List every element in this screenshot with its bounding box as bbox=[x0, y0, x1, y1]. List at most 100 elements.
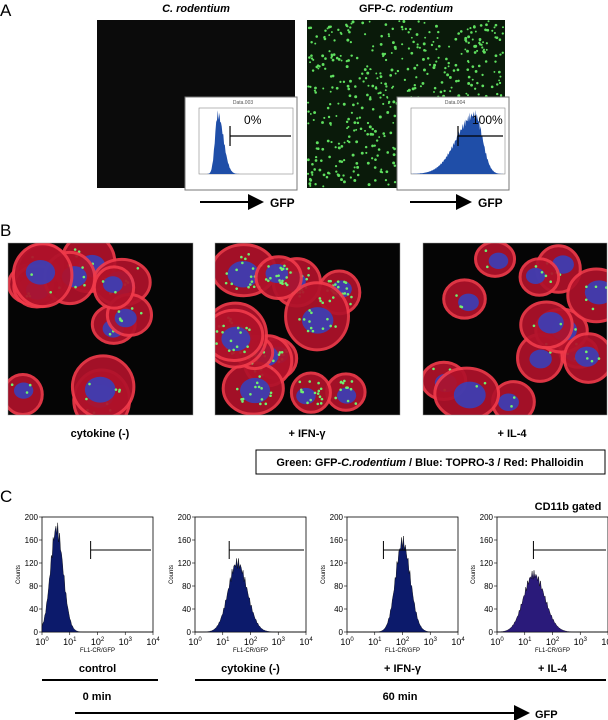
bacterium bbox=[298, 318, 301, 321]
bacterium bbox=[259, 402, 262, 406]
bacterium bbox=[415, 76, 418, 79]
bacterium bbox=[457, 79, 460, 83]
tick-base: 10 bbox=[91, 637, 101, 647]
bacterium bbox=[605, 286, 607, 289]
bacterium bbox=[258, 375, 261, 378]
bacterium bbox=[383, 52, 387, 56]
bacterium bbox=[493, 32, 496, 35]
tick-exponent: 1 bbox=[73, 637, 77, 643]
bacterium bbox=[393, 164, 397, 167]
y-tick-label: 200 bbox=[480, 513, 494, 522]
bacterium bbox=[373, 144, 376, 147]
bacterium bbox=[74, 285, 77, 289]
bacterium bbox=[426, 57, 430, 60]
bacterium bbox=[457, 32, 460, 35]
bacterium bbox=[114, 388, 118, 391]
bacterium bbox=[277, 274, 280, 277]
bacterium bbox=[359, 127, 363, 131]
tick-base: 10 bbox=[272, 637, 282, 647]
bacterium bbox=[289, 271, 292, 274]
bacterium bbox=[355, 140, 359, 144]
bacterium bbox=[437, 30, 440, 34]
bacterium bbox=[493, 70, 496, 73]
bacterium bbox=[363, 68, 367, 71]
bacterium bbox=[308, 380, 312, 383]
bacterium bbox=[392, 121, 395, 124]
bacterium bbox=[366, 65, 369, 68]
bacterium bbox=[490, 85, 494, 89]
bacterium bbox=[424, 49, 427, 52]
bacterium bbox=[407, 88, 411, 92]
y-tick-label: 120 bbox=[330, 559, 344, 568]
bacterium bbox=[466, 94, 469, 97]
bacterium bbox=[225, 272, 229, 275]
bacterium bbox=[330, 140, 333, 144]
bacterium bbox=[447, 61, 450, 65]
bacterium bbox=[347, 87, 351, 91]
tick-base: 10 bbox=[299, 637, 309, 647]
bacterium bbox=[139, 311, 143, 315]
caption: cytokine (-) bbox=[221, 663, 280, 675]
bacterium bbox=[459, 30, 463, 33]
bacterium bbox=[350, 380, 354, 383]
bacterium bbox=[494, 60, 497, 63]
bacterium bbox=[347, 135, 351, 138]
bacterium bbox=[315, 35, 318, 38]
bacterium bbox=[232, 348, 235, 352]
bacterium bbox=[482, 50, 485, 53]
bacterium bbox=[307, 122, 310, 125]
bacterium bbox=[498, 70, 501, 74]
bacterium bbox=[298, 380, 302, 384]
bacterium bbox=[349, 302, 352, 306]
bacterium bbox=[436, 36, 439, 39]
bacterium bbox=[350, 111, 353, 114]
bacterium bbox=[380, 34, 383, 38]
caption: + IL-4 bbox=[538, 663, 568, 675]
bacterium bbox=[340, 59, 343, 62]
bacterium bbox=[334, 283, 337, 286]
bacterium bbox=[540, 270, 544, 274]
y-axis-label: Counts bbox=[321, 565, 327, 584]
tick-base: 10 bbox=[63, 637, 73, 647]
bacterium bbox=[384, 23, 388, 26]
bacterium bbox=[311, 329, 315, 333]
bacterium bbox=[460, 305, 464, 309]
bacterium bbox=[428, 31, 431, 34]
bacterium bbox=[496, 92, 499, 96]
bacterium bbox=[401, 43, 404, 46]
bacterium bbox=[272, 359, 275, 363]
bacterium bbox=[437, 44, 441, 48]
bacterium bbox=[361, 72, 364, 75]
bacterium bbox=[350, 22, 353, 25]
bacterium bbox=[392, 153, 396, 157]
bacterium bbox=[371, 107, 375, 111]
bacterium bbox=[347, 117, 350, 121]
percent: 100% bbox=[472, 113, 503, 127]
bacterium bbox=[308, 309, 311, 312]
bacterium bbox=[480, 43, 483, 46]
gate-note: CD11b gated bbox=[535, 501, 602, 513]
bacterium bbox=[372, 45, 375, 48]
bacterium bbox=[346, 84, 350, 88]
bacterium bbox=[28, 383, 32, 387]
bacterium bbox=[335, 115, 338, 117]
bacterium bbox=[378, 136, 381, 138]
tick-exponent: 2 bbox=[406, 637, 410, 643]
bacterium bbox=[345, 120, 349, 124]
bacterium bbox=[236, 326, 240, 330]
bacterium bbox=[285, 267, 289, 271]
bacterium bbox=[393, 180, 397, 184]
bacterium bbox=[418, 46, 421, 49]
bacterium bbox=[324, 67, 327, 70]
tick-base: 10 bbox=[188, 637, 198, 647]
bacterium bbox=[374, 158, 377, 161]
bacterium bbox=[328, 34, 331, 36]
bacterium bbox=[309, 26, 313, 30]
y-tick-label: 160 bbox=[480, 536, 494, 545]
tick-exponent: 1 bbox=[378, 637, 382, 643]
bacterium bbox=[329, 103, 332, 106]
bacterium bbox=[343, 158, 346, 162]
bacterium bbox=[386, 96, 389, 99]
bacterium bbox=[499, 94, 503, 97]
bacterium bbox=[235, 387, 239, 391]
